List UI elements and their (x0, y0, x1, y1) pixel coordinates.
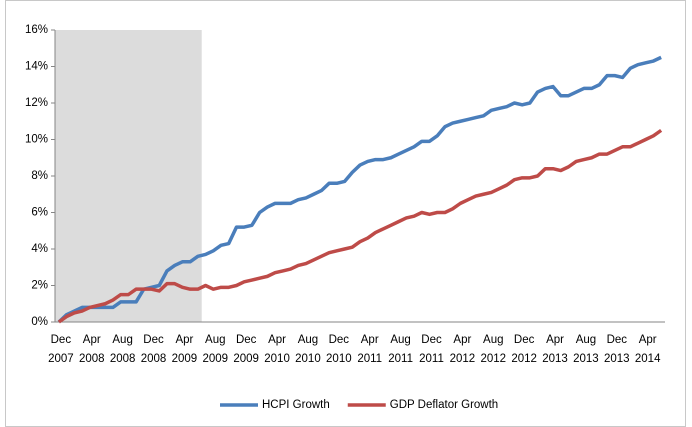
x-tick-label: Dec 2009 (233, 334, 259, 365)
x-tick-label: Dec 2013 (604, 334, 630, 365)
x-tick-label: Apr 2009 (172, 334, 198, 365)
legend-label: GDP Deflator Growth (390, 399, 498, 411)
shaded-region (55, 30, 202, 322)
y-tick-label: 0% (31, 316, 48, 328)
legend-label: HCPI Growth (262, 399, 330, 411)
x-tick-label: Aug 2011 (388, 334, 413, 365)
y-tick-label: 16% (25, 24, 48, 36)
x-tick-label: Apr 2008 (79, 334, 105, 365)
x-tick-label: Apr 2013 (542, 334, 568, 365)
y-tick-label: 6% (31, 207, 48, 219)
x-tick-label: Apr 2012 (450, 334, 476, 365)
x-tick-label: Aug 2010 (295, 334, 321, 365)
series-line (57, 55, 662, 324)
x-tick-label: Dec 2007 (48, 334, 74, 365)
x-tick-label: Dec 2011 (419, 334, 444, 365)
x-tick-label: Aug 2009 (202, 334, 228, 365)
x-tick-label: Dec 2008 (141, 334, 167, 365)
x-tick-label: Aug 2013 (573, 334, 599, 365)
y-tick-label: 10% (25, 134, 48, 146)
y-tick-label: 8% (31, 170, 48, 182)
x-tick-label: Dec 2010 (326, 334, 352, 365)
x-tick-label: Apr 2011 (357, 334, 382, 365)
y-tick-label: 14% (25, 61, 48, 73)
x-tick-label: Apr 2010 (264, 334, 290, 365)
y-tick-label: 4% (31, 243, 48, 255)
x-tick-label: Dec 2012 (511, 334, 537, 365)
y-tick-label: 2% (31, 280, 48, 292)
series-line (57, 128, 663, 324)
y-tick-label: 12% (25, 97, 48, 109)
x-tick-label: Aug 2012 (480, 334, 506, 365)
x-tick-label: Apr 2014 (635, 334, 661, 365)
x-tick-label: Aug 2008 (110, 334, 136, 365)
